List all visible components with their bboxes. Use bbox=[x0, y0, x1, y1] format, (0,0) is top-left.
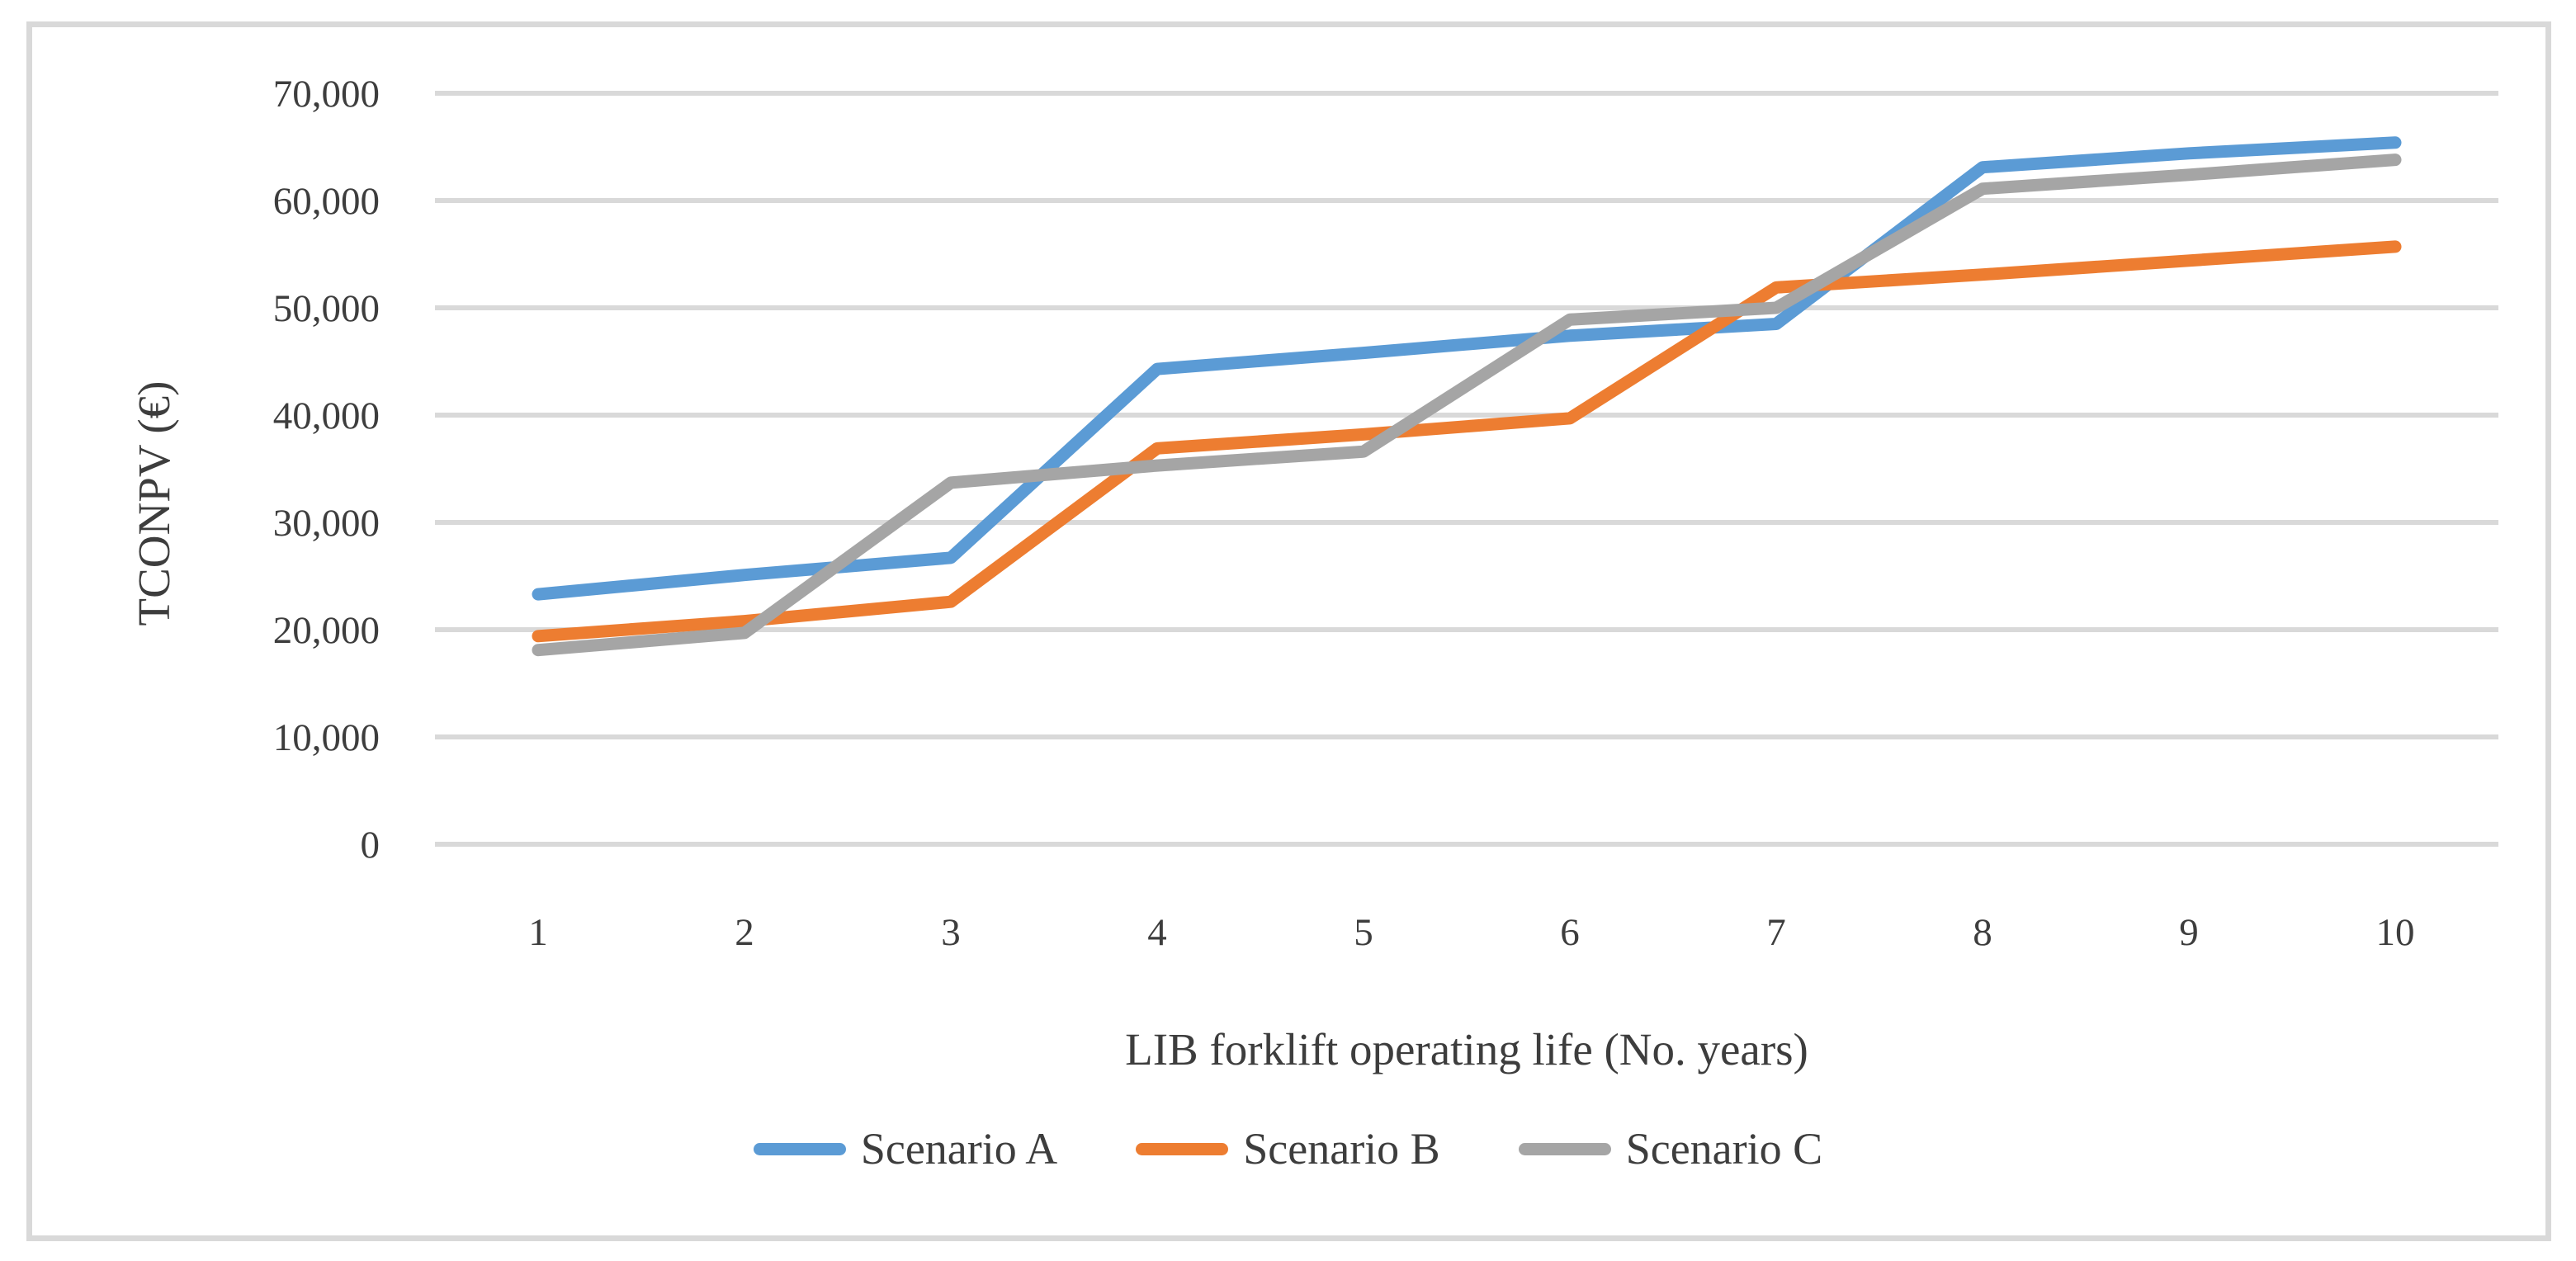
legend-label: Scenario A bbox=[860, 1124, 1058, 1174]
x-tick-label: 7 bbox=[1766, 911, 1786, 954]
chart-legend: Scenario A Scenario B Scenario C bbox=[0, 1116, 2576, 1182]
series-lines bbox=[532, 136, 2402, 657]
x-axis-title: LIB forklift operating life (No. years) bbox=[1125, 1024, 1808, 1074]
legend-line-swatch bbox=[753, 1142, 846, 1155]
y-tick-label: 50,000 bbox=[273, 287, 380, 330]
legend-item-scenario-a: Scenario A bbox=[753, 1124, 1058, 1174]
series-line-scenario-c bbox=[532, 153, 2402, 657]
legend-line-swatch bbox=[1136, 1142, 1229, 1155]
x-tick-label: 1 bbox=[528, 911, 548, 954]
y-tick-label: 30,000 bbox=[273, 502, 380, 545]
legend-label: Scenario B bbox=[1243, 1124, 1440, 1174]
y-tick-label: 20,000 bbox=[273, 609, 380, 652]
x-tick-label: 9 bbox=[2179, 911, 2199, 954]
legend-line-swatch bbox=[1518, 1142, 1611, 1155]
x-tick-label: 8 bbox=[1973, 911, 1992, 954]
y-tick-label: 70,000 bbox=[273, 73, 380, 116]
x-axis-tick-labels: 1 2 3 4 5 6 7 8 9 10 bbox=[528, 911, 2414, 954]
x-tick-label: 4 bbox=[1147, 911, 1167, 954]
y-tick-label: 60,000 bbox=[273, 180, 380, 223]
y-tick-label: 0 bbox=[361, 824, 380, 867]
series-line-scenario-a bbox=[532, 136, 2402, 601]
series-line-scenario-b bbox=[532, 240, 2402, 643]
legend-item-scenario-c: Scenario C bbox=[1518, 1124, 1823, 1174]
legend-item-scenario-b: Scenario B bbox=[1136, 1124, 1440, 1174]
legend-label: Scenario C bbox=[1625, 1124, 1823, 1174]
gridlines bbox=[435, 91, 2498, 847]
y-tick-label: 40,000 bbox=[273, 394, 380, 437]
y-axis-tick-labels: 0 10,000 20,000 30,000 40,000 50,000 60,000 70,… bbox=[273, 73, 380, 867]
x-tick-label: 3 bbox=[941, 911, 961, 954]
y-tick-label: 10,000 bbox=[273, 716, 380, 759]
x-tick-label: 5 bbox=[1354, 911, 1373, 954]
x-tick-label: 6 bbox=[1560, 911, 1580, 954]
x-tick-label: 10 bbox=[2376, 911, 2415, 954]
x-tick-label: 2 bbox=[735, 911, 754, 954]
y-axis-title: TCONPV (€) bbox=[129, 381, 179, 626]
